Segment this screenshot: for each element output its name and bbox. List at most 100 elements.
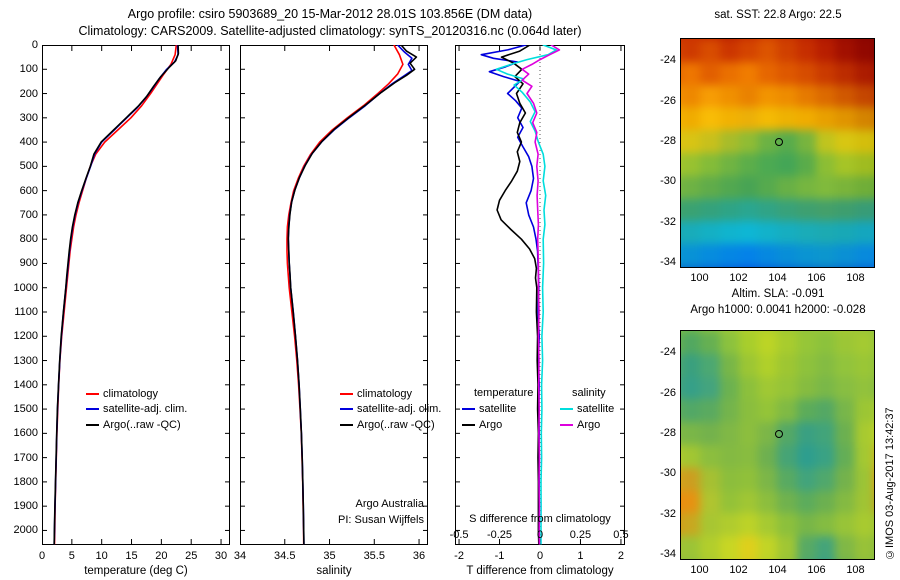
- heat-cell: [758, 130, 778, 153]
- y-tick-label: 1500: [13, 403, 38, 416]
- heat-cell: [816, 376, 836, 400]
- heat-cell: [738, 152, 759, 176]
- map-x-tick-label: 100: [690, 564, 709, 576]
- heat-cell: [816, 353, 836, 377]
- axes-box: [240, 45, 428, 545]
- s-tick-label: 0.5: [613, 529, 629, 541]
- heat-cell: [758, 175, 778, 199]
- legend-item: satellite: [462, 402, 533, 418]
- heat-cell: [835, 84, 855, 108]
- heat-cell: [816, 152, 836, 176]
- temperature-profile-panel: 0 5 10 15 20 25 30 0 100 200 300 400 500 600 700 800 900…: [14, 39, 230, 577]
- map-plot-area: [680, 330, 875, 560]
- heat-cell: [738, 244, 759, 267]
- legend: climatology satellite-adj. clim. Argo(..ra…: [86, 386, 187, 433]
- heat-cell: [700, 244, 720, 267]
- heat-cell: [719, 444, 739, 468]
- heat-cell: [681, 467, 701, 491]
- heat-cell: [700, 130, 720, 153]
- heat-cell: [777, 244, 797, 267]
- heat-cell: [796, 422, 817, 445]
- heat-cell: [873, 130, 874, 153]
- series-argo-raw-qc-: [53, 45, 180, 545]
- heat-cell: [854, 39, 874, 62]
- heat-cell: [816, 130, 836, 153]
- heat-cell: [700, 107, 720, 131]
- y-tick-label: 1800: [13, 475, 38, 488]
- heat-cell: [700, 558, 720, 559]
- x-axis-label: T difference from climatology: [466, 565, 614, 577]
- y-tick-label: 400: [19, 136, 38, 149]
- heat-cell: [700, 61, 720, 85]
- heat-cell: [816, 467, 836, 491]
- y-tick-label: 100: [19, 63, 38, 76]
- heat-cell: [854, 376, 874, 400]
- heat-cell: [796, 152, 817, 176]
- heat-cell: [777, 107, 797, 131]
- x-tick-label: 15: [125, 550, 138, 562]
- heat-cell: [873, 331, 874, 354]
- legend-swatch: [86, 392, 99, 395]
- heat-cell: [777, 422, 797, 445]
- heat-cell: [758, 353, 778, 377]
- heat-cell: [700, 376, 720, 400]
- heat-cell: [681, 130, 701, 153]
- heat-cell: [738, 61, 759, 85]
- legend-item: Argo(..raw -QC): [340, 417, 441, 433]
- heat-cell: [738, 198, 759, 222]
- heat-cell: [719, 61, 739, 85]
- heat-cell: [796, 331, 817, 354]
- heat-cell: [758, 399, 778, 423]
- y-tick-label: 0: [31, 39, 38, 51]
- heat-cell: [758, 536, 778, 559]
- heat-cell: [796, 266, 817, 267]
- heat-cell: [680, 267, 681, 268]
- heat-cell: [719, 376, 739, 400]
- heat-cell: [873, 399, 874, 423]
- heat-cell: [816, 444, 836, 468]
- heat-cell: [835, 331, 855, 354]
- heat-cell: [835, 107, 855, 131]
- heat-cell: [777, 152, 797, 176]
- x-axis-label: salinity: [316, 565, 352, 577]
- heat-cell: [738, 353, 759, 377]
- heat-cell: [700, 152, 720, 176]
- heat-cell: [854, 422, 874, 445]
- heat-cell: [700, 490, 720, 514]
- heat-cell: [796, 130, 817, 153]
- heat-cell: [854, 198, 874, 222]
- argo-position-marker: [774, 429, 783, 438]
- legend-label: satellite-adj. clim.: [357, 403, 442, 416]
- y-tick-label: 900: [19, 257, 38, 270]
- y-tick-label: 1600: [13, 427, 38, 440]
- heat-cell: [874, 38, 875, 39]
- map-x-tick-label: 104: [768, 564, 787, 576]
- heat-cell: [816, 399, 836, 423]
- heat-cell: [835, 266, 855, 267]
- heat-cell: [835, 399, 855, 423]
- heat-cell: [816, 61, 836, 85]
- legend-item: satellite-adj. clim.: [86, 402, 187, 418]
- heat-cell: [854, 244, 874, 267]
- sla-map: 100 102 104 106 108 -24 -26 -28 -30 -32 -34: [660, 330, 875, 576]
- heat-cell: [758, 331, 778, 354]
- heat-cell: [796, 198, 817, 222]
- heat-cell: [816, 198, 836, 222]
- heat-cell: [777, 198, 797, 222]
- heat-cell: [854, 490, 874, 514]
- heat-cell: [816, 536, 836, 559]
- heat-cell: [700, 353, 720, 377]
- heat-cell: [719, 175, 739, 199]
- heat-cell: [796, 490, 817, 514]
- heat-cell: [854, 266, 874, 267]
- heat-cell: [796, 444, 817, 468]
- x-tick-label: -1: [494, 550, 505, 562]
- heat-cell: [854, 399, 874, 423]
- map-y-tick-label: -34: [660, 255, 676, 268]
- legend-label: Argo(..raw -QC): [103, 418, 181, 431]
- heat-cell: [758, 266, 778, 267]
- heat-cell: [835, 39, 855, 62]
- heat-cell: [777, 558, 797, 559]
- heat-cell: [854, 107, 874, 131]
